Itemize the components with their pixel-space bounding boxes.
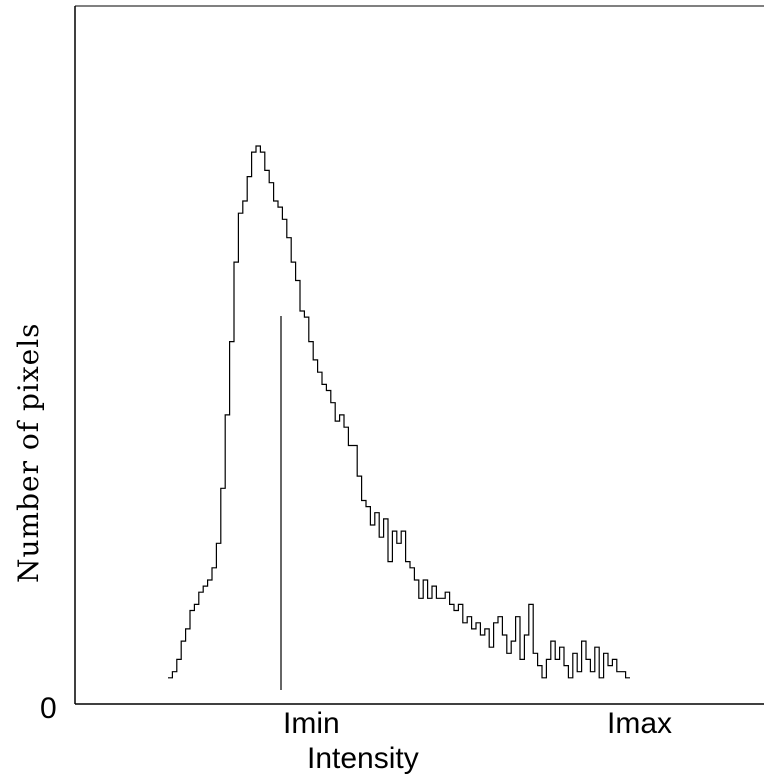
y-axis-title: Number of pixels	[12, 322, 45, 583]
y-zero-label: 0	[40, 692, 57, 725]
histogram-series-line	[168, 145, 630, 679]
x-tick-label-imax: Imax	[607, 707, 672, 740]
x-tick-label-imin: Imin	[283, 707, 340, 740]
x-axis-title: Intensity	[307, 742, 419, 775]
